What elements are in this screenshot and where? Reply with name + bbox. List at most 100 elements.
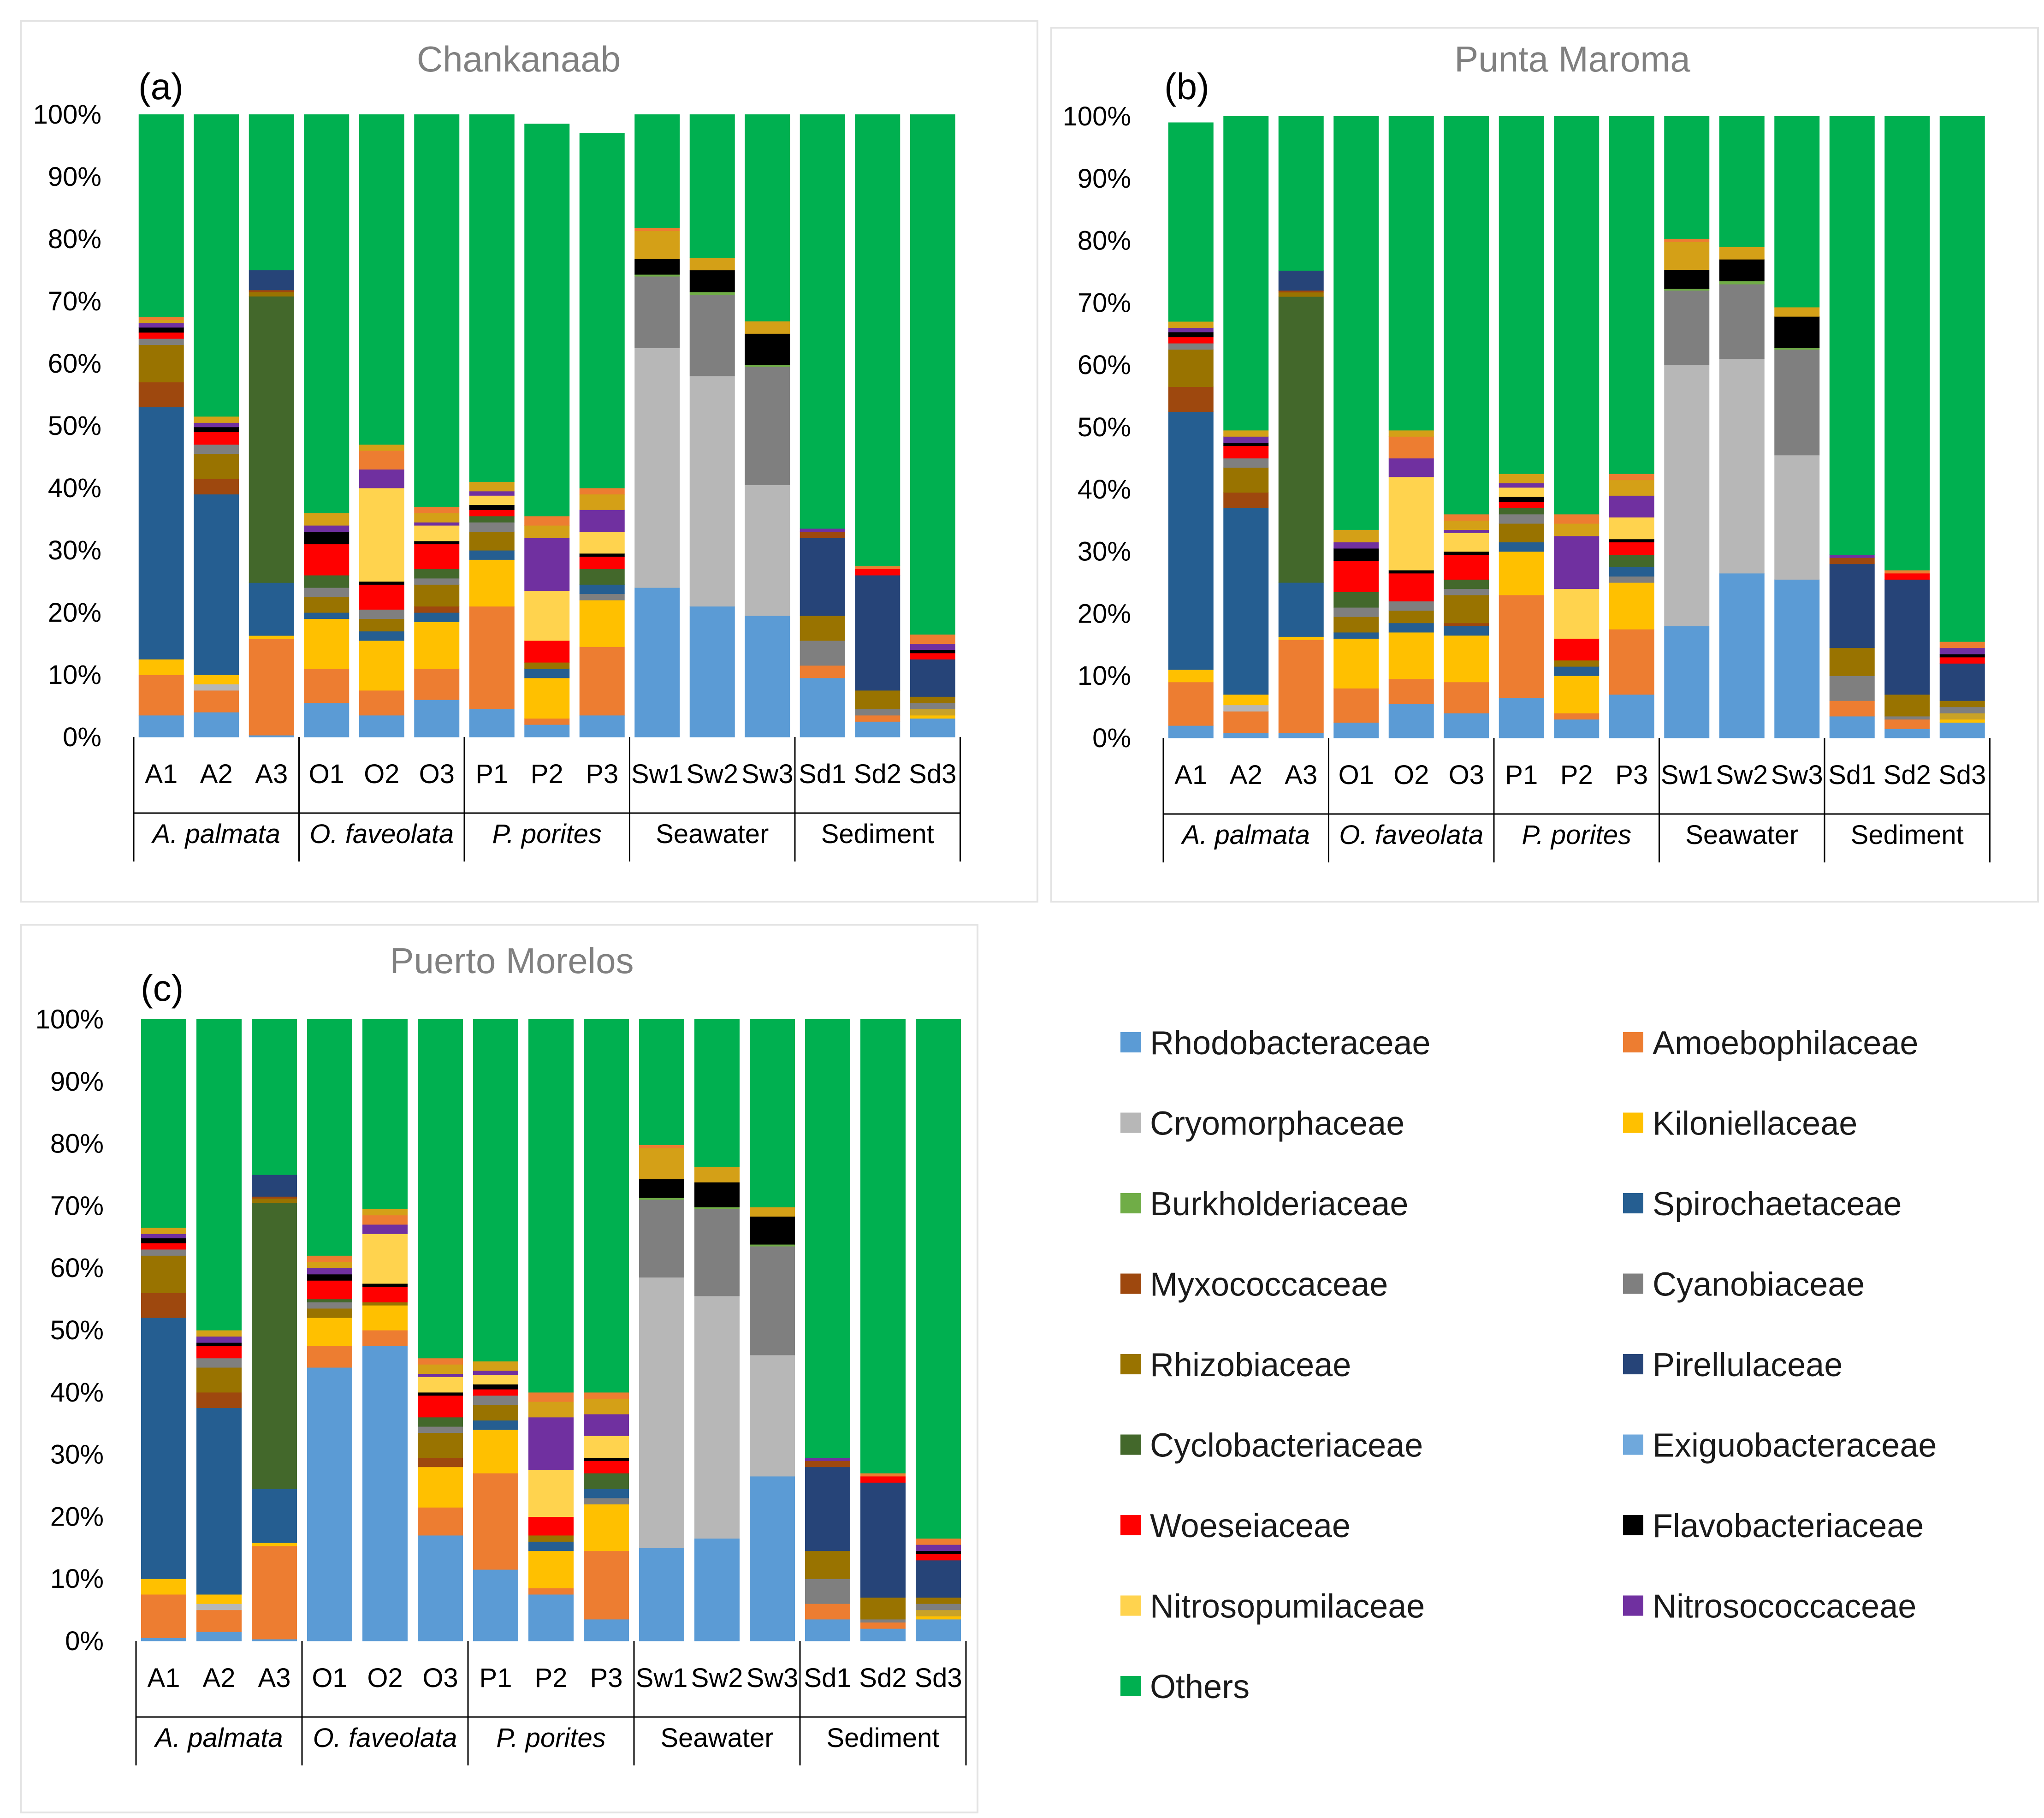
x-category-label: Sw2 bbox=[691, 1663, 743, 1693]
bar-segment bbox=[584, 1488, 629, 1498]
bar-segment bbox=[1609, 116, 1654, 474]
bar-segment bbox=[1774, 307, 1820, 317]
bar-segment bbox=[473, 1395, 518, 1405]
bar-segment bbox=[579, 553, 625, 557]
x-category-label: Sd3 bbox=[1938, 760, 1986, 790]
y-tick-label: 20% bbox=[48, 598, 101, 628]
bar-A3 bbox=[249, 114, 294, 737]
bar-segment bbox=[469, 559, 515, 607]
bar-segment bbox=[910, 659, 955, 697]
bar-segment bbox=[910, 702, 955, 709]
legend-swatch bbox=[1120, 1595, 1141, 1616]
bar-segment bbox=[1774, 455, 1820, 580]
bar-segment bbox=[584, 1398, 629, 1414]
legend-swatch bbox=[1120, 1273, 1141, 1294]
bar-segment bbox=[194, 422, 239, 428]
bar-segment bbox=[855, 690, 901, 709]
bar-segment bbox=[469, 495, 515, 505]
bar-segment bbox=[1774, 347, 1820, 350]
bar-segment bbox=[1939, 719, 1985, 723]
bar-segment bbox=[1278, 290, 1324, 293]
bar-segment bbox=[1223, 467, 1269, 493]
bar-segment bbox=[252, 1198, 297, 1203]
bar-segment bbox=[1168, 332, 1214, 338]
bar-segment bbox=[1719, 573, 1765, 738]
bar-segment bbox=[639, 1277, 684, 1548]
panel-title: Puerto Morelos bbox=[390, 940, 634, 981]
bar-segment bbox=[249, 582, 294, 636]
bar-segment bbox=[1554, 535, 1600, 589]
legend-swatch bbox=[1120, 1434, 1141, 1455]
bar-segment bbox=[249, 291, 294, 297]
bar-segment bbox=[1168, 386, 1214, 412]
legend-item: Kiloniellaceae bbox=[1623, 1105, 1857, 1142]
bar-segment bbox=[528, 1541, 574, 1551]
y-tick-label: 100% bbox=[1063, 101, 1131, 131]
legend-swatch bbox=[1623, 1434, 1643, 1455]
x-category-label: Sw3 bbox=[741, 759, 794, 789]
legend-label: Cyanobiaceae bbox=[1653, 1266, 1865, 1303]
bar-segment bbox=[1609, 629, 1654, 695]
bar-Sd1 bbox=[800, 114, 845, 737]
bar-segment bbox=[916, 1604, 961, 1610]
bar-segment bbox=[528, 1516, 574, 1536]
bar-segment bbox=[916, 1610, 961, 1616]
bar-segment bbox=[524, 677, 570, 719]
bar-segment bbox=[1554, 666, 1600, 676]
bar-segment bbox=[1664, 238, 1710, 242]
x-category-label: Sd2 bbox=[854, 759, 901, 789]
bar-segment bbox=[1278, 640, 1324, 733]
bar-segment bbox=[196, 1631, 242, 1641]
bar-segment bbox=[359, 444, 404, 451]
bar-segment bbox=[194, 114, 239, 417]
bar-A2 bbox=[1223, 116, 1269, 738]
bar-segment bbox=[418, 1019, 463, 1359]
bar-segment bbox=[1499, 514, 1544, 524]
bar-segment bbox=[639, 1547, 684, 1641]
bar-segment bbox=[1333, 607, 1379, 617]
bar-segment bbox=[414, 541, 460, 545]
bar-segment bbox=[1499, 551, 1544, 595]
bar-segment bbox=[916, 1616, 961, 1620]
bar-segment bbox=[194, 478, 239, 495]
bar-segment bbox=[584, 1504, 629, 1551]
bar-segment bbox=[1774, 316, 1820, 348]
legend-label: Exiguobacteraceae bbox=[1653, 1427, 1937, 1464]
bar-segment bbox=[1664, 626, 1710, 738]
bar-segment bbox=[1223, 694, 1269, 706]
bar-segment bbox=[584, 1392, 629, 1399]
bar-segment bbox=[194, 453, 239, 479]
bar-segment bbox=[745, 321, 790, 334]
legend-swatch bbox=[1120, 1112, 1141, 1133]
bar-segment bbox=[1223, 458, 1269, 468]
bar-segment bbox=[1388, 116, 1434, 431]
bar-segment bbox=[528, 1392, 574, 1402]
legend-label: Cryomorphaceae bbox=[1150, 1105, 1404, 1142]
bar-segment bbox=[634, 588, 680, 737]
bar-segment bbox=[473, 1375, 518, 1384]
x-category-label: P3 bbox=[1615, 760, 1648, 790]
x-category-label: P2 bbox=[531, 759, 563, 789]
bar-segment bbox=[1719, 358, 1765, 574]
x-category-label: Sd1 bbox=[1828, 760, 1876, 790]
bar-segment bbox=[469, 481, 515, 492]
bar-segment bbox=[524, 516, 570, 526]
bar-segment bbox=[138, 320, 184, 323]
bar-segment bbox=[860, 1019, 906, 1473]
y-tick-label: 50% bbox=[48, 411, 101, 441]
bar-segment bbox=[1609, 517, 1654, 540]
legend-item: Others bbox=[1120, 1669, 1250, 1705]
bar-segment bbox=[639, 1179, 684, 1198]
bar-segment bbox=[694, 1182, 740, 1207]
bar-segment bbox=[252, 1019, 297, 1175]
y-tick-label: 80% bbox=[1078, 226, 1131, 256]
bar-segment bbox=[196, 1330, 242, 1337]
bar-segment bbox=[138, 316, 184, 321]
bar-segment bbox=[1223, 508, 1269, 695]
bar-segment bbox=[916, 1545, 961, 1551]
bar-segment bbox=[469, 516, 515, 523]
bar-segment bbox=[138, 382, 184, 408]
bar-segment bbox=[1939, 707, 1985, 713]
bar-segment bbox=[910, 696, 955, 703]
bar-segment bbox=[528, 1470, 574, 1517]
